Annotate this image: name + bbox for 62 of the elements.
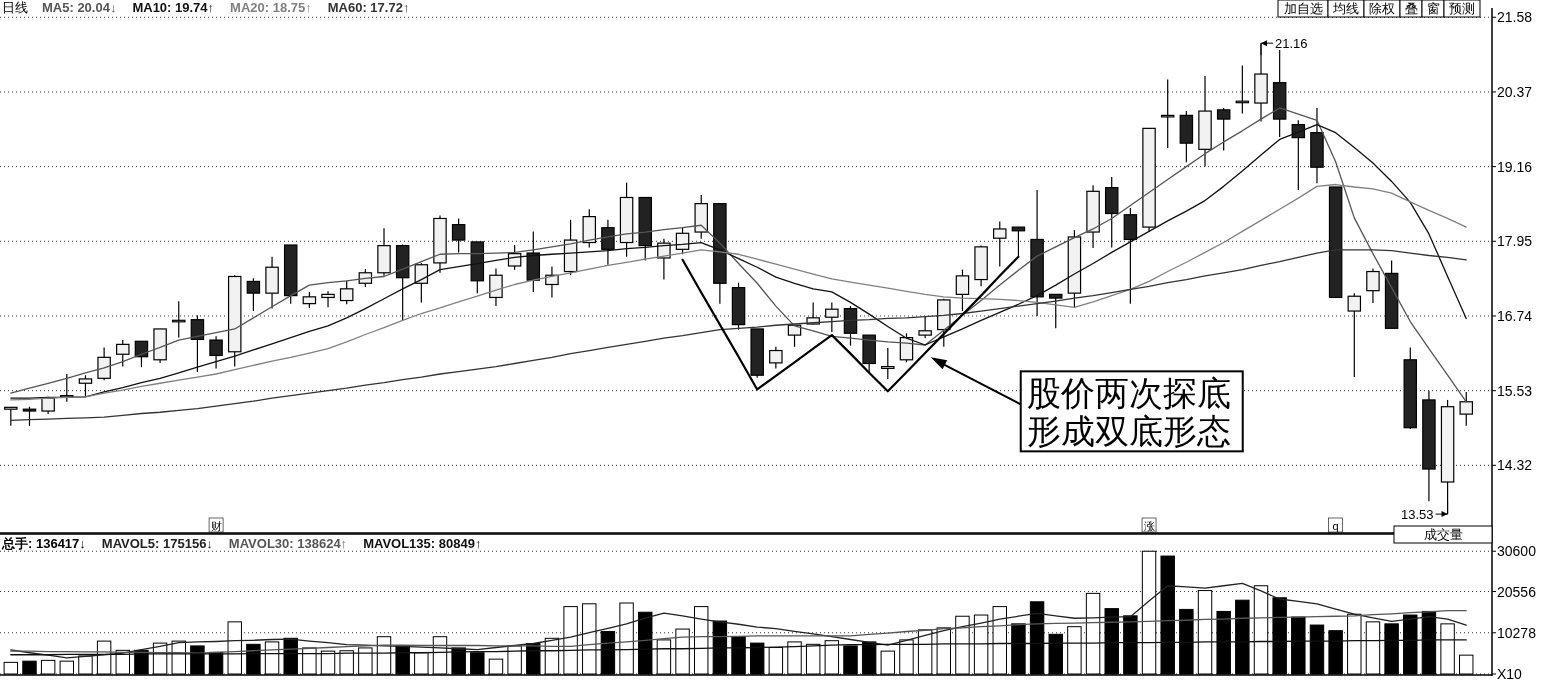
candlestick [209,335,223,370]
candlestick [451,217,466,254]
text: MAVOL30: 138624↑ [228,536,348,551]
y-tick-label: X10 [1497,666,1523,682]
text: MA5: 20.04↓ [42,0,117,15]
annotation: 除权 [1369,1,1395,16]
y-tick-label: 30600 [1497,543,1537,560]
candlestick [97,346,111,381]
y-tick-label: 20556 [1497,583,1537,600]
candlestick [190,314,205,373]
annotation: 窗 [1426,1,1440,16]
y-tick-label: 14.32 [1497,457,1533,474]
y-tick-label: 15.53 [1497,382,1533,399]
candlestick [1254,42,1268,123]
candlestick [1459,391,1474,427]
text: MA10: 19.74↑ [132,0,215,15]
candlestick [339,280,354,305]
chart-title: 日线 [2,0,28,15]
line-series [10,609,1467,654]
candlestick [414,262,429,303]
candlestick [918,315,932,339]
candlestick [993,220,1007,268]
candlestick [1440,399,1455,515]
annotation: 叠 [1404,1,1418,16]
annotation: 预测 [1449,1,1475,16]
candlestick [1048,293,1063,329]
annotation: q [1332,520,1339,532]
annotation: 成交量 [1423,527,1463,542]
candlestick [22,406,37,427]
y-tick-label: 21.58 [1497,9,1533,26]
candlestick [825,301,839,333]
candlestick [1160,78,1175,149]
y-tick-label: 19.16 [1497,158,1533,175]
candlestick [1366,267,1380,304]
candlestick [601,219,615,266]
text: MAVOL5: 175156↓ [101,536,213,551]
candlestick [246,277,261,312]
candlestick [881,347,895,380]
annotation: 13.53 [1401,507,1434,523]
candlestick [116,339,130,368]
candlestick [1216,107,1231,152]
text: MAVOL135: 80849↑ [363,536,482,551]
y-tick-label: 10278 [1497,624,1537,641]
line-series [10,582,1467,659]
text: MA60: 17.72↑ [327,0,410,15]
candlestick [78,374,93,398]
candlestick [321,290,335,308]
candlestick [769,346,783,370]
candlestick [1347,292,1362,378]
annotation: 股价两次探底形成双底形态 [1026,375,1231,451]
text: 总手: 136417↓ [1,536,86,551]
candlestick [489,267,503,307]
y-tick-label: 16.74 [1497,307,1533,324]
text: MA20: 18.75↑ [230,0,312,15]
candlestick [4,406,18,427]
y-tick-label: 17.95 [1497,233,1533,250]
annotation: 均线 [1332,1,1359,16]
annotation: 21.16 [1275,36,1308,52]
line-series [10,639,1467,656]
annotation: 加自选 [1283,1,1323,16]
candlestick [955,269,970,312]
y-tick-label: 20.37 [1497,83,1533,100]
